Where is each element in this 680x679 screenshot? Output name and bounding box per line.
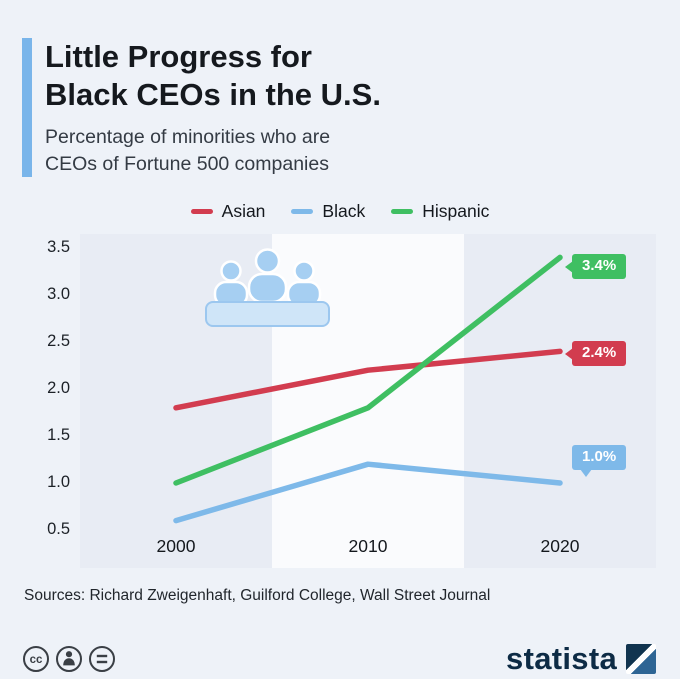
chart-legend: Asian Black Hispanic <box>0 201 680 222</box>
legend-dash-hispanic <box>391 209 414 214</box>
value-badge-hispanic: 3.4% <box>565 254 627 279</box>
cc-icon <box>23 646 49 672</box>
chart-plot <box>173 254 563 524</box>
column-band-2020 <box>464 234 656 568</box>
legend-item-asian: Asian <box>190 201 266 222</box>
y-tick-label: 3.5 <box>47 238 70 256</box>
line-black <box>173 461 563 524</box>
page-title: Little Progress for Black CEOs in the U.… <box>45 38 381 114</box>
x-tick-label: 2010 <box>348 536 388 556</box>
badge-label-black: 1.0% <box>582 448 617 465</box>
y-tick-label: 3.0 <box>47 285 70 303</box>
subtitle-line-2: CEOs of Fortune 500 companies <box>45 152 329 175</box>
attribution-icon <box>56 646 82 672</box>
statista-logo: statista <box>506 641 656 677</box>
badge-label-asian: 2.4% <box>582 344 617 362</box>
y-tick-label: 0.5 <box>47 520 70 538</box>
no-derivatives-icon <box>89 646 115 672</box>
line-asian <box>173 348 563 411</box>
value-badge-black: 1.0% <box>572 445 627 477</box>
legend-dash-black <box>291 209 314 214</box>
svg-text:cc: cc <box>30 654 43 666</box>
x-tick-label: 2020 <box>540 536 580 556</box>
legend-item-black: Black <box>291 201 365 222</box>
legend-label-black: Black <box>322 201 366 221</box>
meeting-people-icon <box>205 248 330 327</box>
y-tick-label: 1.5 <box>47 426 70 444</box>
title-line-2: Black CEOs in the U.S. <box>45 76 381 112</box>
legend-dash-asian <box>190 209 213 214</box>
sources-text: Sources: Richard Zweigenhaft, Guilford C… <box>24 587 491 604</box>
legend-item-hispanic: Hispanic <box>391 201 489 222</box>
statista-wordmark: statista <box>506 641 617 676</box>
line-chart: 3.5 3.0 2.5 2.0 1.5 1.0 0.5 2000 2010 2020 3.4% … <box>24 234 656 568</box>
title-accent-bar <box>22 38 32 178</box>
statista-slash-icon <box>626 644 656 674</box>
badge-label-hispanic: 3.4% <box>582 257 617 275</box>
y-tick-label: 1.0 <box>47 473 70 491</box>
legend-label-asian: Asian <box>221 201 266 221</box>
y-tick-label: 2.5 <box>47 332 70 350</box>
legend-label-hispanic: Hispanic <box>422 201 490 221</box>
badge-pointer-icon <box>580 468 592 477</box>
cc-license-icons: cc <box>23 646 115 672</box>
footer-bar: cc statista <box>22 640 656 678</box>
x-tick-label: 2000 <box>156 536 196 556</box>
line-hispanic <box>173 254 563 486</box>
badge-pointer-icon <box>565 260 573 273</box>
page-subtitle: Percentage of minorities who are CEOs of… <box>45 124 381 178</box>
title-line-1: Little Progress for <box>45 39 312 74</box>
badge-pointer-icon <box>565 347 573 360</box>
value-badge-asian: 2.4% <box>565 341 627 366</box>
header: Little Progress for Black CEOs in the U.… <box>22 38 381 178</box>
header-text: Little Progress for Black CEOs in the U.… <box>45 38 381 177</box>
subtitle-line-1: Percentage of minorities who are <box>45 125 331 148</box>
y-tick-label: 2.0 <box>47 379 70 397</box>
